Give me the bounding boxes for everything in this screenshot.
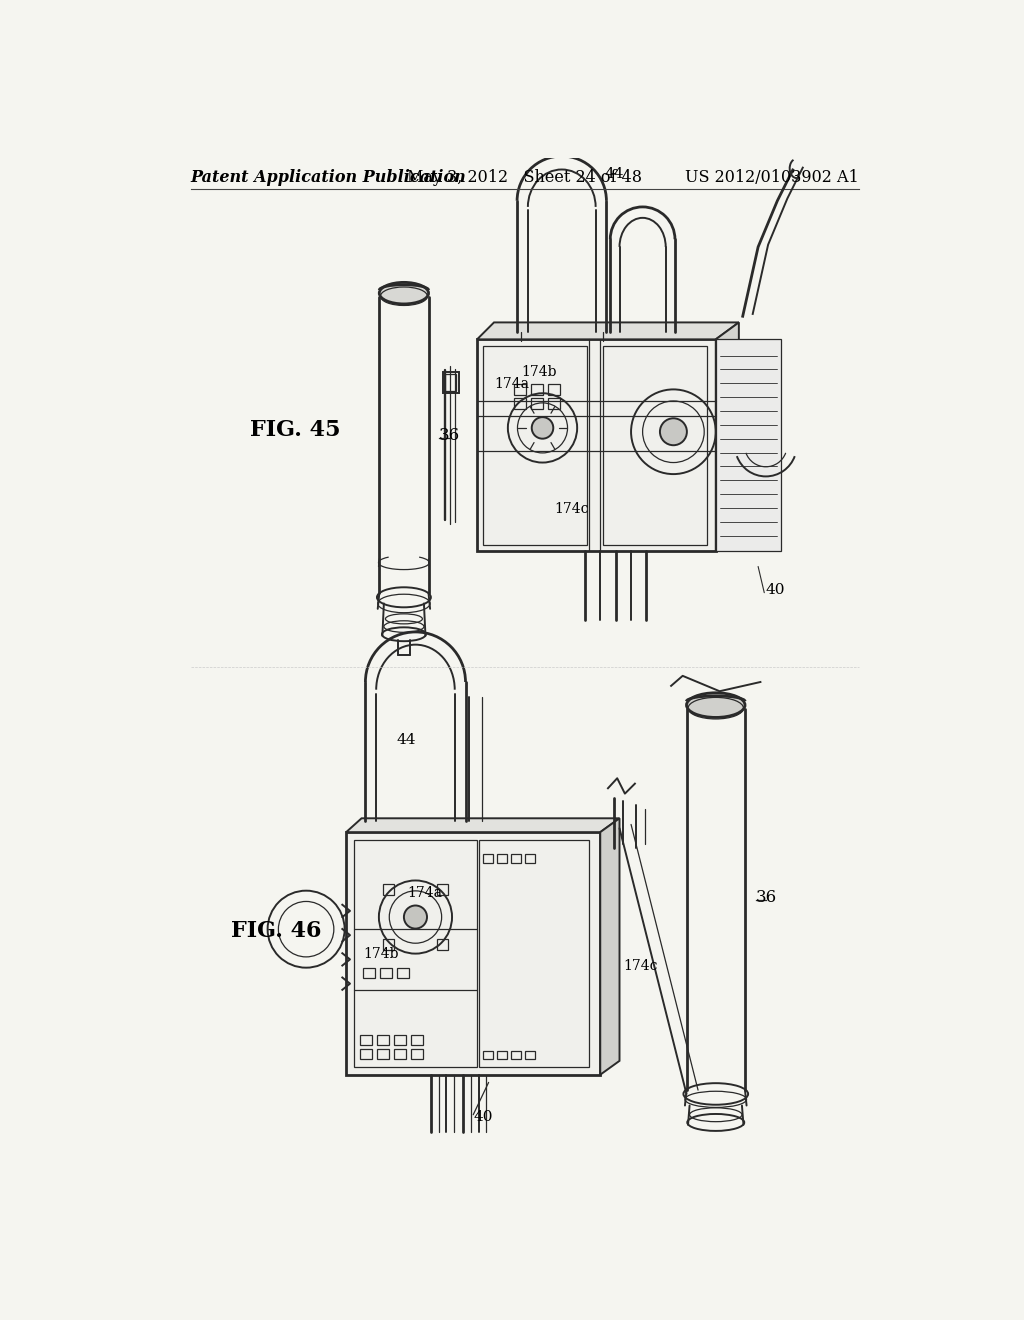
Bar [602, 346, 707, 545]
Bar [445, 374, 457, 391]
Bar [411, 1035, 423, 1045]
Ellipse shape [379, 282, 429, 304]
Text: FIG. 46: FIG. 46 [230, 920, 322, 941]
Bar [354, 840, 477, 1067]
Bar [360, 1035, 373, 1045]
Bar [716, 339, 781, 552]
Bar [531, 397, 544, 409]
Bar [531, 384, 544, 395]
Text: US 2012/0103902 A1: US 2012/0103902 A1 [685, 169, 859, 186]
Bar [483, 854, 494, 863]
Polygon shape [716, 322, 739, 552]
Bar [411, 1049, 423, 1059]
Bar [497, 854, 507, 863]
Text: 40: 40 [766, 582, 785, 597]
Text: May 3, 2012   Sheet 24 of 48: May 3, 2012 Sheet 24 of 48 [408, 169, 642, 186]
Bar [346, 832, 600, 1074]
Bar [511, 1051, 521, 1059]
Bar [377, 1035, 389, 1045]
Ellipse shape [531, 417, 553, 438]
Text: 36: 36 [438, 428, 460, 444]
Polygon shape [600, 818, 620, 1074]
Text: 40: 40 [473, 1110, 493, 1125]
Text: 174b: 174b [521, 364, 557, 379]
Bar [548, 397, 560, 409]
Bar [483, 346, 587, 545]
Text: 174a: 174a [494, 378, 529, 391]
Polygon shape [477, 322, 739, 339]
Text: 174a: 174a [408, 886, 442, 900]
Bar [548, 384, 560, 395]
Text: 36: 36 [756, 890, 777, 906]
Bar [394, 1035, 407, 1045]
Bar [479, 840, 590, 1067]
Bar [443, 372, 459, 393]
Text: 174c: 174c [554, 502, 589, 516]
Bar [437, 884, 449, 895]
Polygon shape [346, 818, 620, 832]
Bar [483, 1051, 494, 1059]
Bar [497, 1051, 507, 1059]
Bar [383, 884, 393, 895]
Bar [524, 854, 535, 863]
Bar [514, 384, 526, 395]
Text: 44: 44 [604, 166, 624, 181]
Text: Patent Application Publication: Patent Application Publication [190, 169, 466, 186]
Bar [511, 854, 521, 863]
Bar [437, 939, 449, 949]
Ellipse shape [659, 418, 687, 445]
Bar [364, 968, 376, 978]
Text: 44: 44 [396, 733, 416, 747]
Text: 174c: 174c [624, 958, 657, 973]
Bar [397, 968, 410, 978]
Bar [380, 968, 392, 978]
Ellipse shape [686, 693, 745, 718]
Text: FIG. 45: FIG. 45 [250, 420, 340, 441]
Bar [394, 1049, 407, 1059]
Text: 174b: 174b [364, 946, 398, 961]
Bar [477, 339, 716, 552]
Bar [383, 939, 393, 949]
Bar [360, 1049, 373, 1059]
Ellipse shape [403, 906, 427, 928]
Bar [524, 1051, 535, 1059]
Bar [377, 1049, 389, 1059]
Bar [514, 397, 526, 409]
